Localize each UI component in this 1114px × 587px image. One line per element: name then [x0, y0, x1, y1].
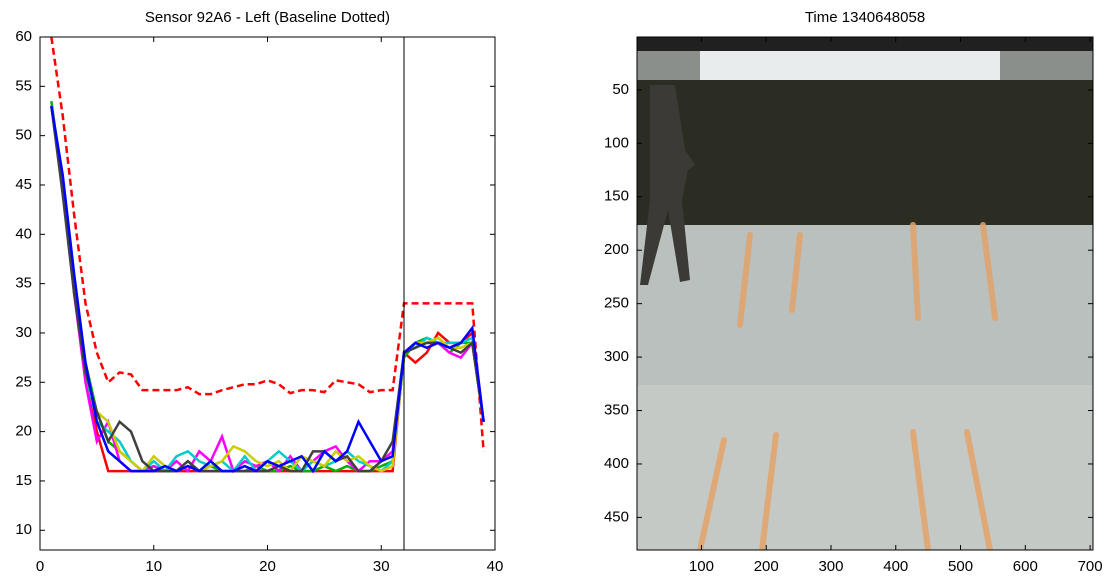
plot-frame [39, 36, 496, 551]
data-line [50, 105, 485, 473]
data-line [50, 36, 485, 452]
y-tick-label: 30 [15, 324, 32, 341]
plot-frame [636, 36, 1094, 551]
y-tick-label: 300 [604, 348, 629, 365]
data-line [50, 105, 485, 473]
y-tick-label: 25 [15, 373, 32, 390]
y-tick-label: 50 [612, 81, 629, 98]
y-tick-label: 400 [604, 455, 629, 472]
chart-title: Sensor 92A6 - Left (Baseline Dotted) [145, 9, 390, 26]
y-tick-label: 150 [604, 188, 629, 205]
y-tick-label: 100 [604, 134, 629, 151]
data-line [50, 105, 485, 474]
x-tick-label: 200 [754, 558, 779, 575]
x-tick-label: 0 [36, 558, 44, 575]
y-tick-label: 200 [604, 241, 629, 258]
x-tick-label: 500 [948, 558, 973, 575]
data-line [50, 105, 485, 473]
y-tick-label: 450 [604, 508, 629, 525]
x-tick-label: 40 [487, 558, 504, 575]
y-tick-label: 15 [15, 472, 32, 489]
x-tick-label: 30 [373, 558, 390, 575]
y-tick-label: 10 [15, 521, 32, 538]
x-tick-label: 400 [883, 558, 908, 575]
y-tick-label: 45 [15, 176, 32, 193]
x-tick-label: 100 [689, 558, 714, 575]
data-line [50, 105, 485, 474]
y-tick-label: 350 [604, 401, 629, 418]
x-tick-label: 20 [259, 558, 276, 575]
y-tick-label: 35 [15, 275, 32, 292]
y-tick-label: 60 [15, 28, 32, 45]
chart-title: Time 1340648058 [805, 9, 925, 26]
y-tick-label: 50 [15, 127, 32, 144]
y-tick-label: 40 [15, 225, 32, 242]
y-tick-label: 20 [15, 423, 32, 440]
data-line [50, 105, 485, 473]
y-tick-label: 55 [15, 77, 32, 94]
data-line [50, 100, 485, 473]
camera-image [637, 37, 1093, 550]
x-tick-label: 600 [1013, 558, 1038, 575]
x-tick-label: 700 [1078, 558, 1103, 575]
x-tick-label: 10 [145, 558, 162, 575]
y-tick-label: 250 [604, 295, 629, 312]
x-tick-label: 300 [818, 558, 843, 575]
